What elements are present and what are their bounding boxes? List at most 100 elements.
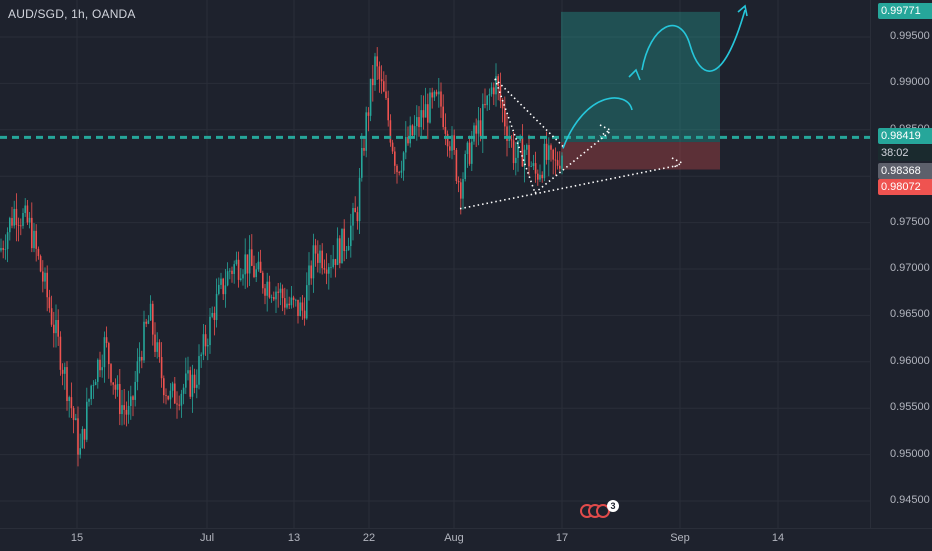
candle-body xyxy=(169,390,172,400)
candle-body xyxy=(420,110,422,128)
candle-body xyxy=(130,396,132,406)
candle-body xyxy=(92,385,95,386)
candle-body xyxy=(99,359,101,371)
stop-zone xyxy=(561,142,720,170)
candle-body xyxy=(204,334,207,347)
candle-body xyxy=(319,250,321,263)
candle-body xyxy=(244,254,246,275)
time-label-22: 22 xyxy=(362,532,376,544)
candle-body xyxy=(532,163,535,167)
candle-body xyxy=(321,250,323,269)
candle-body xyxy=(297,299,299,316)
candle-body xyxy=(200,354,202,357)
candle-body xyxy=(402,152,405,171)
candle-body xyxy=(59,336,62,370)
candle-body xyxy=(220,278,222,285)
candle-body xyxy=(277,291,279,293)
candle-body xyxy=(273,297,275,300)
candle-body xyxy=(145,321,147,324)
candle-body xyxy=(163,378,165,396)
candle-body xyxy=(138,356,141,362)
candle-body xyxy=(290,297,293,306)
candle-body xyxy=(42,271,44,282)
candle-body xyxy=(108,343,110,365)
candle-body xyxy=(519,137,521,141)
candle-body xyxy=(75,418,77,420)
candle-body xyxy=(237,259,240,280)
time-label-sep: Sep xyxy=(670,532,690,544)
candle-body xyxy=(26,205,29,223)
candle-body xyxy=(530,166,532,167)
candle-body xyxy=(292,297,295,300)
candle-body xyxy=(526,145,528,150)
candle-body xyxy=(356,212,359,222)
economic-events[interactable]: 3 xyxy=(580,500,620,522)
candle-body xyxy=(479,120,482,137)
time-label-17: 17 xyxy=(555,532,569,544)
arrow-head xyxy=(599,124,612,137)
candle-body xyxy=(127,405,130,415)
candle-body xyxy=(336,238,339,265)
candle-body xyxy=(2,247,4,250)
candle-body xyxy=(94,381,97,386)
stop-price-badge: 0.98072 xyxy=(878,179,932,195)
candle-body xyxy=(400,170,403,173)
candle-body xyxy=(101,367,103,371)
candle-body xyxy=(352,208,354,226)
candle-body xyxy=(68,397,70,402)
candle-body xyxy=(512,140,515,164)
candle-body xyxy=(112,382,114,385)
candle-body xyxy=(224,285,227,295)
candle-body xyxy=(435,91,438,95)
candle-body xyxy=(77,418,79,455)
candle-body xyxy=(411,125,414,136)
candle-body xyxy=(451,135,453,151)
candle-body xyxy=(70,397,73,409)
price-scale[interactable] xyxy=(870,0,932,528)
time-label-aug: Aug xyxy=(444,532,464,544)
candle-body xyxy=(229,270,231,272)
candle-body xyxy=(504,108,506,127)
candle-body xyxy=(365,112,367,151)
candle-body xyxy=(193,374,196,388)
candle-body xyxy=(165,395,167,396)
candle-body xyxy=(262,272,264,289)
candle-body xyxy=(64,367,66,374)
candle-body xyxy=(559,165,561,169)
candle-body xyxy=(53,324,55,334)
candle-body xyxy=(226,271,229,286)
candle-body xyxy=(279,288,282,293)
candle-body xyxy=(369,78,372,116)
price-tick-label: 0.97000 xyxy=(890,262,930,274)
candle-body xyxy=(299,302,301,316)
candle-body xyxy=(308,265,310,286)
candle-body xyxy=(306,285,308,319)
candle-body xyxy=(158,342,161,358)
candle-body xyxy=(468,142,471,164)
candle-body xyxy=(409,125,411,144)
candle-body xyxy=(9,218,11,233)
candle-body xyxy=(215,293,218,320)
candle-body xyxy=(341,228,343,264)
candle-body xyxy=(431,92,433,98)
candle-body xyxy=(116,384,119,390)
candle-body xyxy=(266,281,268,296)
candle-body xyxy=(187,370,189,374)
candle-body xyxy=(508,139,510,141)
candle-body xyxy=(541,174,543,179)
candle-body xyxy=(545,143,548,160)
candle-body xyxy=(13,208,15,226)
candle-body xyxy=(185,373,187,388)
candle-body xyxy=(189,370,191,397)
candle-body xyxy=(222,278,224,295)
time-axis[interactable] xyxy=(0,528,932,551)
candle-body xyxy=(471,141,473,164)
event-count-badge: 3 xyxy=(607,500,619,512)
candle-body xyxy=(358,177,361,222)
candle-body xyxy=(323,268,326,270)
candle-body xyxy=(191,374,194,397)
candle-body xyxy=(198,356,200,385)
candle-body xyxy=(178,404,180,406)
